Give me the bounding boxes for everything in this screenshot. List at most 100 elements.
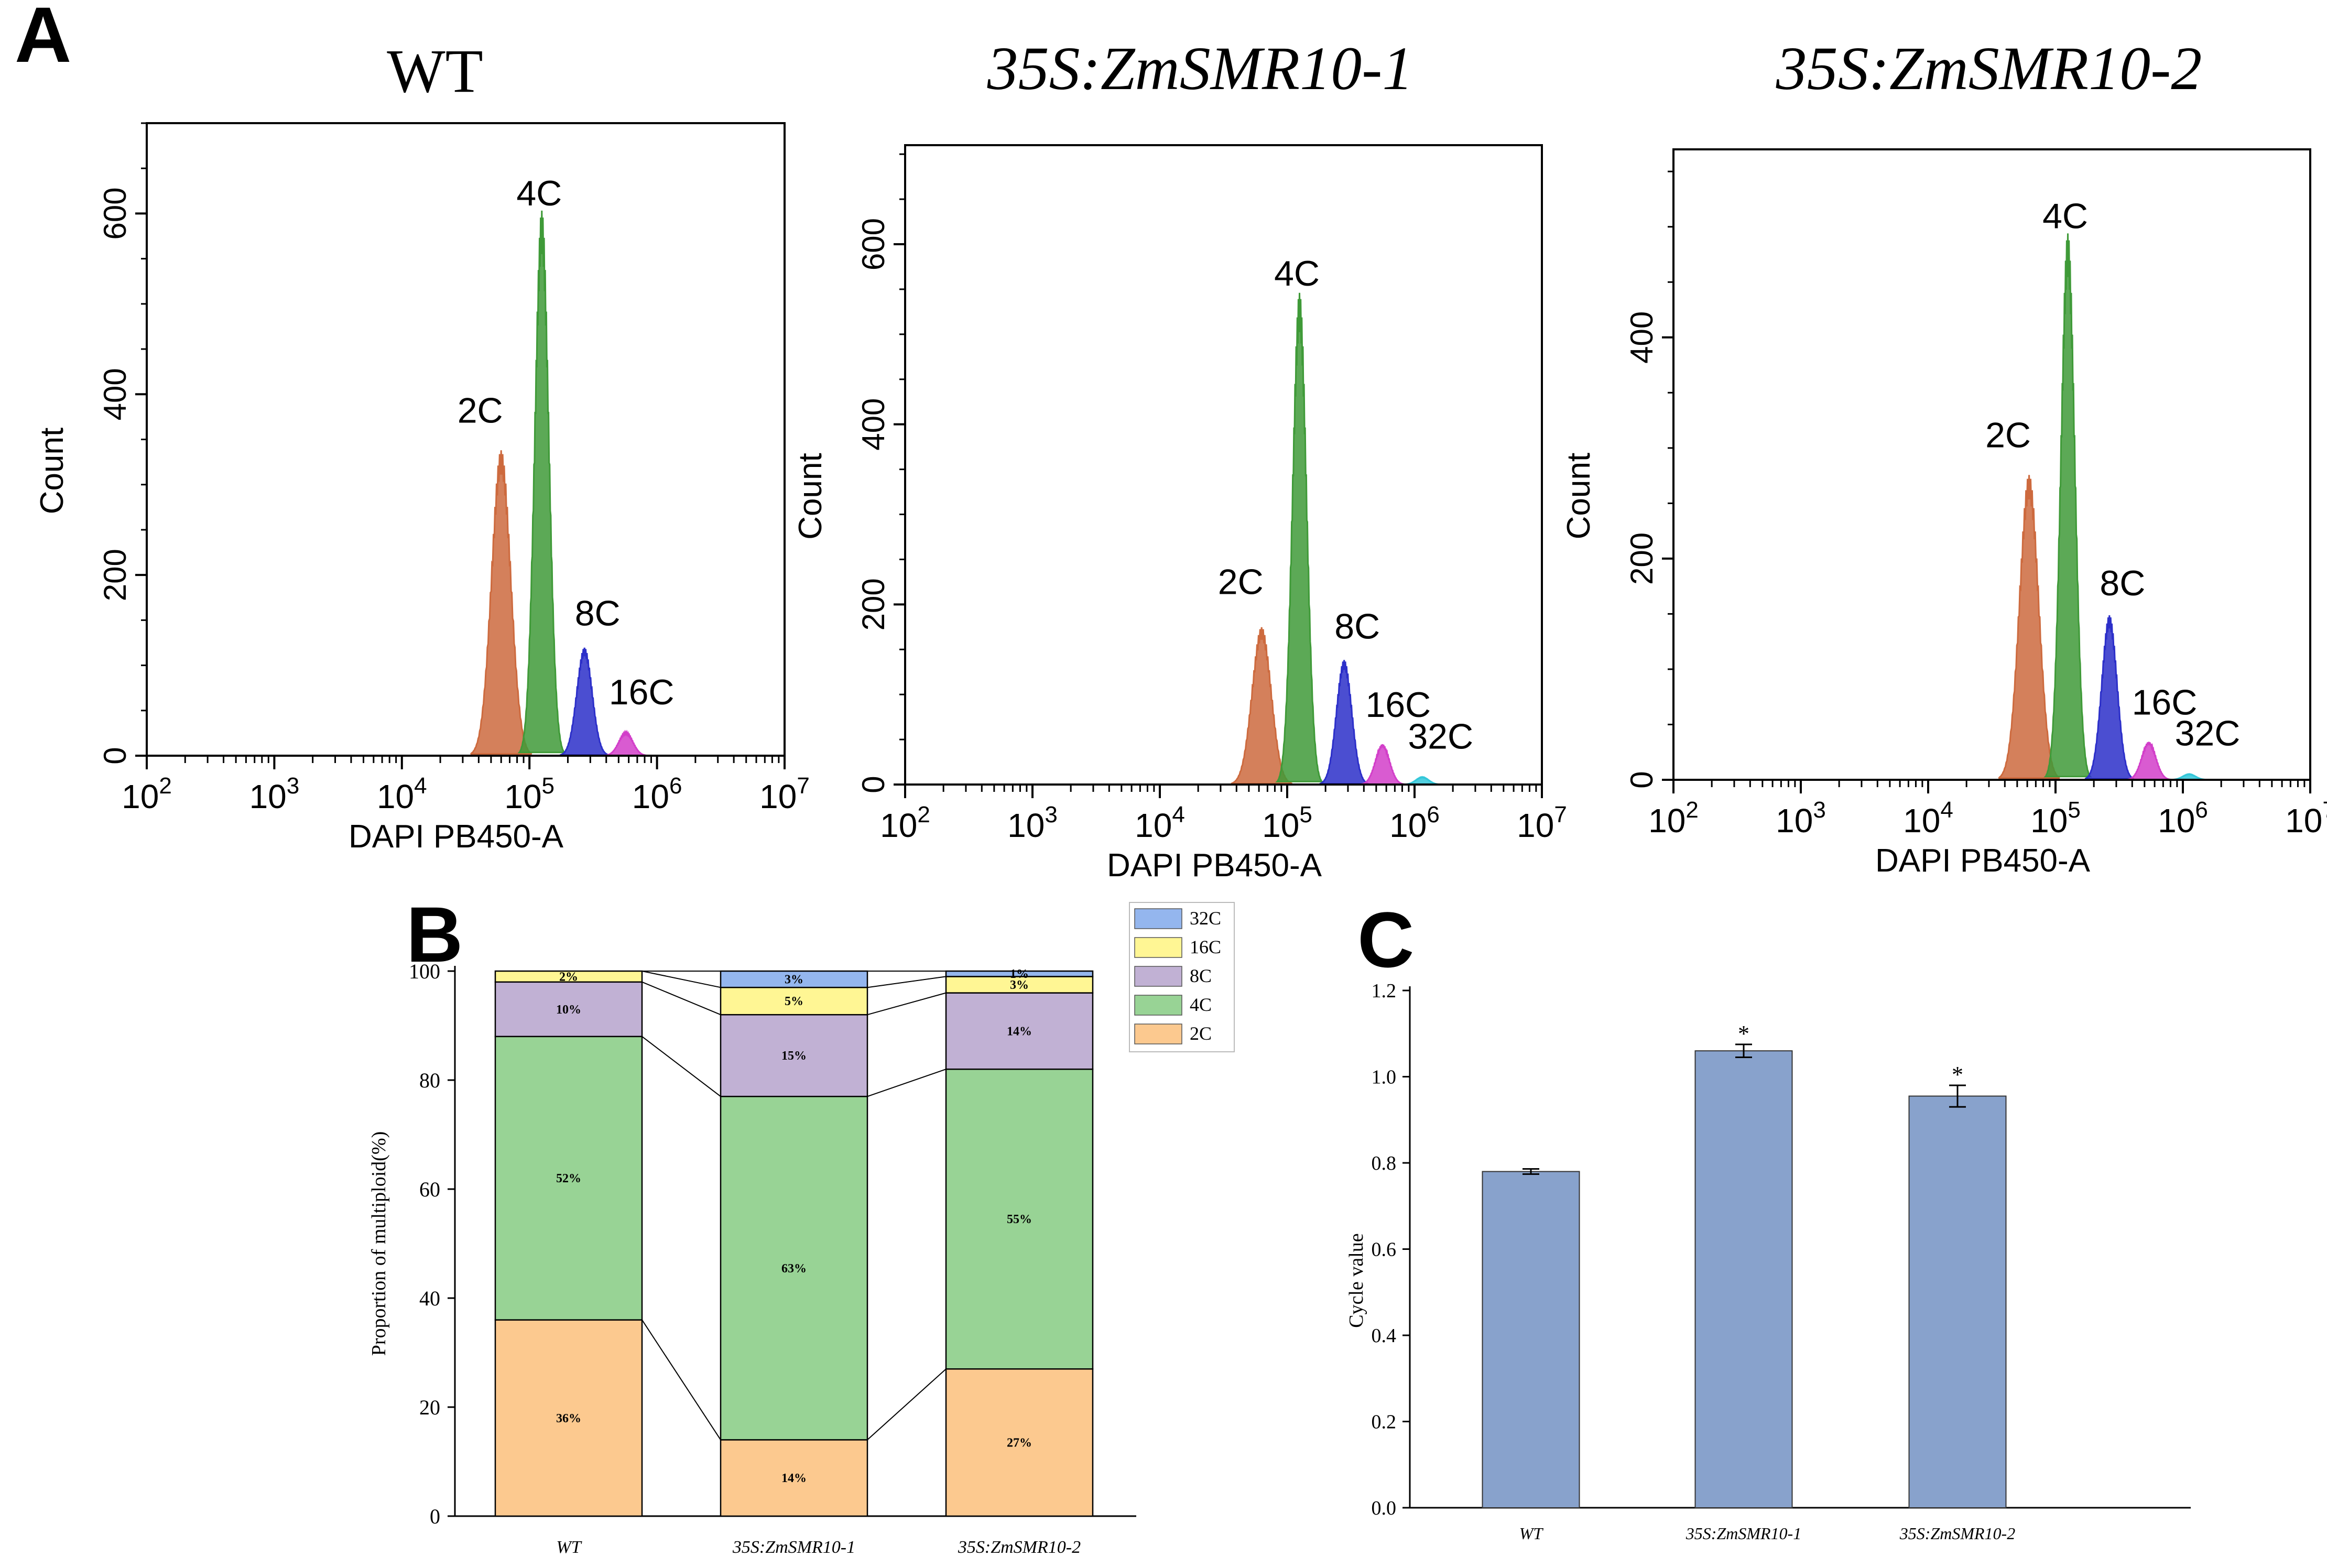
legend-swatch-8c [1134, 966, 1182, 987]
chart-title: 35S:ZmSMR10-1 [987, 34, 1413, 103]
bar [1694, 1050, 1793, 1508]
connector-line [867, 976, 947, 988]
stacked-proportion-chart: 0 20 40 60 80 100 Proportion of multiploid(%) 3… [368, 902, 1235, 1557]
peak-label: 8C [575, 594, 621, 634]
bar-segment-8c [720, 1014, 868, 1097]
connector-line [641, 971, 721, 988]
x-tick-label: 104 [377, 773, 427, 815]
legend-label: 4C [1190, 994, 1212, 1015]
peak-label: 16C [1365, 685, 1431, 725]
significance-marker: * [1952, 1062, 1963, 1087]
segment-label: 27% [1007, 1436, 1032, 1450]
significance-marker: * [1738, 1021, 1749, 1047]
x-tick-label: 106 [2158, 797, 2208, 840]
chart-title: 35S:ZmSMR10-2 [1776, 34, 2202, 103]
y-tick-label: 200 [97, 549, 133, 601]
plot-frame [146, 122, 786, 757]
peak-16c [1360, 744, 1405, 785]
x-tick-label: 103 [249, 773, 300, 815]
x-tick-label: WT [556, 1538, 582, 1557]
y-tick-label: 400 [856, 398, 891, 451]
peak-2c [1998, 475, 2060, 779]
y-tick-label: 400 [1624, 311, 1659, 364]
plot-frame [904, 144, 1543, 786]
x-tick-label: 105 [504, 773, 554, 815]
bar-segment-32c [945, 970, 1094, 977]
x-tick-label: 35S:ZmSMR10-2 [958, 1538, 1081, 1557]
peak-label: 2C [458, 391, 503, 431]
bar-segment-4c [945, 1068, 1094, 1370]
x-axis-label: DAPI PB450-A [1107, 847, 1322, 884]
segment-label: 10% [556, 1003, 581, 1017]
y-tick-label: 600 [856, 218, 891, 270]
legend-label: 8C [1190, 965, 1212, 986]
peak-label: 4C [1274, 254, 1320, 293]
connector-line [867, 992, 947, 1016]
legend-label: 2C [1190, 1023, 1212, 1044]
y-tick-label: 0 [97, 747, 133, 764]
y-tick-label: 60 [419, 1178, 440, 1201]
x-tick-label: WT [1519, 1524, 1544, 1543]
y-tick-label: 100 [409, 960, 440, 983]
cycle-value-chart: 0.0 0.2 0.4 0.6 0.8 1.0 1.2 Cycle value WT * 35S:Z… [1345, 980, 2191, 1543]
bar-segment-4c [720, 1095, 868, 1441]
bar-segment-16c [945, 976, 1094, 994]
peak-4c [1275, 292, 1324, 782]
peak-label: 16C [2132, 682, 2198, 722]
peak-8c [1319, 660, 1369, 785]
segment-label: 2% [559, 970, 578, 984]
panel-label-b: B [406, 890, 463, 978]
segment-label: 1% [1010, 967, 1029, 981]
legend-label: 16C [1190, 937, 1221, 957]
bar-segment-8c [945, 992, 1094, 1070]
segment-label: 14% [1007, 1025, 1032, 1038]
bar-segment-32c [720, 970, 868, 988]
y-tick-label: 0.4 [1372, 1325, 1397, 1347]
y-tick-label: 20 [419, 1396, 440, 1419]
segment-label: 15% [781, 1049, 807, 1063]
segment-label: 63% [781, 1262, 807, 1276]
panel-label-c: C [1357, 896, 1414, 984]
connector-line [867, 1368, 947, 1441]
y-tick-label: 40 [419, 1287, 440, 1310]
x-tick-label: 35S:ZmSMR10-1 [1686, 1524, 1801, 1543]
y-axis-label: Proportion of multiploid(%) [368, 1131, 390, 1356]
x-tick-label: 104 [1135, 802, 1185, 844]
bar-segment-4c [494, 1036, 643, 1321]
x-tick-label: 105 [2030, 797, 2081, 840]
segment-label: 52% [556, 1172, 581, 1185]
legend-swatch-2c [1134, 1023, 1182, 1044]
y-tick-label: 600 [97, 187, 133, 239]
peak-32c [1401, 776, 1443, 786]
x-axis-label: DAPI PB450-A [1875, 843, 2091, 879]
bar-segment-16c [720, 986, 868, 1016]
x-tick-label: 35S:ZmSMR10-2 [1899, 1524, 2015, 1543]
x-tick-label: 107 [1517, 802, 1567, 844]
connector-line [867, 1069, 947, 1097]
peak-label: 32C [1408, 716, 1473, 756]
peak-label: 8C [1334, 606, 1380, 646]
x-tick-label: 103 [1007, 802, 1058, 844]
segment-label: 36% [556, 1412, 581, 1425]
bar-segment-2c [494, 1319, 643, 1517]
x-tick-label: 103 [1776, 797, 1826, 840]
peak-label: 4C [2042, 197, 2088, 236]
peak-16c [2126, 742, 2171, 781]
plot-frame [1672, 148, 2311, 781]
y-tick-label: 400 [97, 368, 133, 420]
x-axis-label: DAPI PB450-A [349, 819, 564, 855]
legend-swatch-16c [1134, 937, 1182, 958]
segment-label: 5% [785, 995, 803, 1008]
y-tick-label: 0.6 [1372, 1239, 1397, 1261]
x-tick-label: 102 [880, 802, 930, 844]
x-tick-label: 106 [632, 773, 682, 815]
y-axis-label: Count [792, 453, 829, 539]
peak-8c [560, 647, 610, 756]
legend-swatch-4c [1134, 995, 1182, 1016]
y-tick-label: 1.2 [1372, 980, 1397, 1002]
x-tick-label: 106 [1389, 802, 1440, 844]
legend-swatch-32c [1134, 908, 1182, 929]
